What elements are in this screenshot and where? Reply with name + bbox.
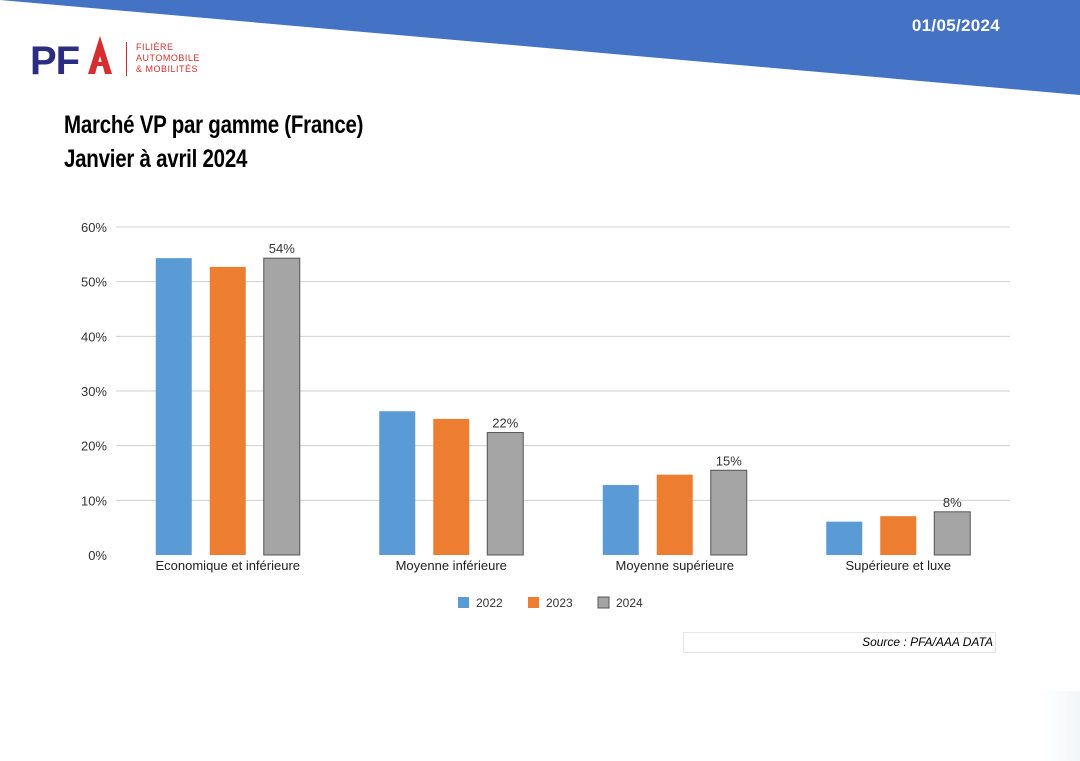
data-label: 22% xyxy=(492,416,518,431)
legend-label: 2024 xyxy=(616,596,643,610)
bar-2023 xyxy=(209,266,246,555)
data-label: 8% xyxy=(943,495,962,510)
bar-2024 xyxy=(933,511,971,556)
report-date: 01/05/2024 xyxy=(911,16,1000,35)
x-tick-label: Moyenne supérieure xyxy=(615,558,734,573)
y-tick-label: 60% xyxy=(81,220,107,235)
x-tick-label: Supérieure et luxe xyxy=(845,558,951,573)
x-tick-label: Moyenne inférieure xyxy=(396,558,507,573)
logo-tagline: FILIÈRE AUTOMOBILE & MOBILITÉS xyxy=(136,42,200,75)
bar-2022 xyxy=(826,521,863,555)
page-title: Marché VP par gamme (France) Janvier à a… xyxy=(64,108,363,176)
logo-tagline-line: FILIÈRE xyxy=(136,42,174,52)
bar-2024 xyxy=(263,257,301,556)
logo-tagline-line: AUTOMOBILE xyxy=(136,53,200,63)
corner-fade xyxy=(1040,691,1080,761)
y-tick-label: 50% xyxy=(81,275,107,290)
logo-divider xyxy=(126,42,127,76)
bar-2024 xyxy=(486,432,524,556)
y-tick-label: 0% xyxy=(88,548,107,563)
bar-2022 xyxy=(155,258,192,555)
pfa-logo-mark: PF xyxy=(30,36,112,78)
bar-2024 xyxy=(710,469,748,556)
legend-swatch xyxy=(458,597,469,608)
bar-2023 xyxy=(656,474,693,555)
title-line-2: Janvier à avril 2024 xyxy=(64,145,248,173)
y-tick-label: 40% xyxy=(81,329,107,344)
bar-2023 xyxy=(880,516,917,555)
svg-text:PF: PF xyxy=(30,39,79,78)
legend-label: 2022 xyxy=(476,596,503,610)
header-banner xyxy=(0,0,1080,95)
x-tick-label: Economique et inférieure xyxy=(155,558,300,573)
bar-2022 xyxy=(379,411,416,555)
data-label: 54% xyxy=(269,241,295,256)
y-tick-label: 20% xyxy=(81,439,107,454)
pfa-logo: PF FILIÈRE AUTOMOBILE & MOBILITÉS xyxy=(30,32,210,82)
source-note: Source : PFA/AAA DATA xyxy=(683,632,996,653)
bar-2022 xyxy=(602,485,639,555)
legend-swatch xyxy=(597,596,610,609)
y-tick-label: 30% xyxy=(81,384,107,399)
bar-2023 xyxy=(433,418,470,555)
title-line-1: Marché VP par gamme (France) xyxy=(64,111,364,139)
legend-label: 2023 xyxy=(546,596,573,610)
legend-swatch xyxy=(528,597,539,608)
logo-tagline-line: & MOBILITÉS xyxy=(136,64,199,74)
y-tick-label: 10% xyxy=(81,493,107,508)
data-label: 15% xyxy=(716,453,742,468)
